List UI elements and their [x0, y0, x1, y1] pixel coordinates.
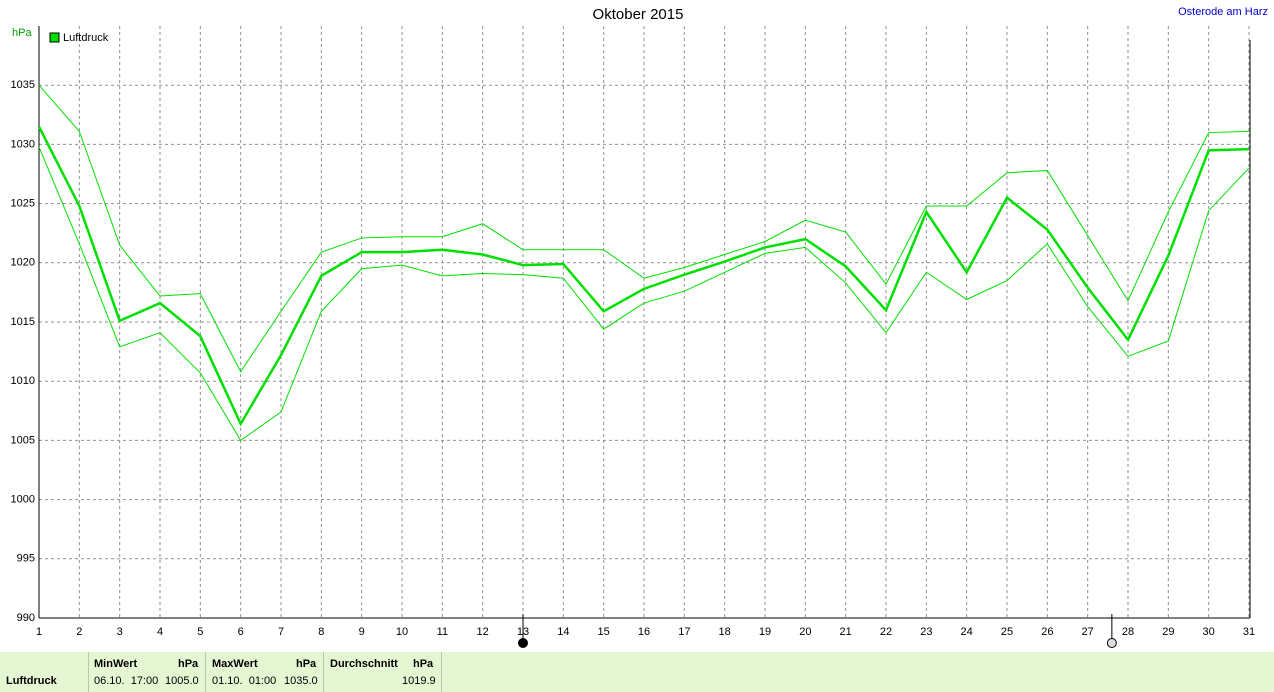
x-tick-label: 21: [840, 626, 852, 638]
upper-line: [38, 84, 1250, 373]
x-tick-label: 28: [1122, 626, 1134, 638]
x-tick-label: 6: [238, 626, 244, 638]
header: MaxWert: [212, 658, 258, 670]
x-tick-label: 20: [799, 626, 811, 638]
x-tick-label: 8: [318, 626, 324, 638]
mean-line: [37, 126, 1250, 427]
location: Osterode am Harz: [1178, 6, 1268, 18]
x-tick-label: 9: [359, 626, 365, 638]
y-tick-label: 1035: [11, 79, 35, 91]
x-tick-label: 10: [396, 626, 408, 638]
x-tick-label: 7: [278, 626, 284, 638]
chart-title: Oktober 2015: [593, 6, 684, 23]
time: 01.10. 01:00: [212, 675, 277, 687]
value: 1005.0: [165, 675, 199, 687]
y-tick-label: 990: [17, 612, 35, 624]
legend-swatch: [49, 32, 60, 43]
x-tick-label: 5: [197, 626, 203, 638]
value: 1035.0: [284, 675, 318, 687]
x-tick-label: 14: [557, 626, 569, 638]
x-tick-label: 27: [1082, 626, 1094, 638]
separator: [88, 652, 89, 692]
chart: Oktober 2015 Osterode am Harz hPa 990 995…: [11, 6, 1268, 648]
summary-table: Luftdruck MinWert hPa 06.10. 17:00 1005.…: [0, 652, 1274, 692]
x-tick-label: 2: [76, 626, 82, 638]
y-tick-label: 1030: [11, 138, 35, 150]
x-tick-label: 19: [759, 626, 771, 638]
y-tick-label: 995: [17, 553, 35, 565]
x-tick-label: 22: [880, 626, 892, 638]
x-tick-label: 30: [1203, 626, 1215, 638]
x-tick-label: 4: [157, 626, 163, 638]
moon-marker: [1106, 638, 1117, 648]
y-axis-label: hPa: [12, 27, 32, 39]
x-tick-label: 17: [678, 626, 690, 638]
x-tick-label: 3: [117, 626, 123, 638]
x-tick-label: 31: [1243, 626, 1255, 638]
x-tick-label: 24: [961, 626, 973, 638]
unit: hPa: [413, 658, 434, 670]
x-tick-label: 16: [638, 626, 650, 638]
x-tick-label: 29: [1162, 626, 1174, 638]
legend-label: Luftdruck: [63, 32, 109, 44]
value: 1019.9: [402, 675, 436, 687]
header: MinWert: [94, 658, 138, 670]
y-tick-label: 1015: [11, 316, 35, 328]
x-tick-label: 11: [437, 626, 448, 638]
x-tick-label: 25: [1001, 626, 1013, 638]
y-tick-label: 1010: [11, 375, 35, 387]
separator: [441, 652, 442, 692]
x-tick-label: 1: [36, 626, 42, 638]
y-tick-label: 1005: [11, 434, 35, 446]
header: Durchschnitt: [330, 658, 398, 670]
x-tick-label: 18: [719, 626, 731, 638]
separator: [323, 652, 324, 692]
unit: hPa: [296, 658, 317, 670]
x-tick-label: 12: [477, 626, 489, 638]
y-tick-label: 1025: [11, 198, 35, 210]
x-tick-label: 15: [598, 626, 610, 638]
time: 06.10. 17:00: [94, 675, 159, 687]
y-tick-label: 1020: [11, 257, 35, 269]
x-tick-label: 23: [920, 626, 932, 638]
separator: [205, 652, 206, 692]
y-tick-label: 1000: [11, 494, 35, 506]
lower-line: [38, 146, 1250, 442]
unit: hPa: [178, 658, 199, 670]
x-tick-label: 26: [1041, 626, 1053, 638]
moon-marker: [518, 638, 528, 648]
row-label: Luftdruck: [6, 675, 57, 687]
